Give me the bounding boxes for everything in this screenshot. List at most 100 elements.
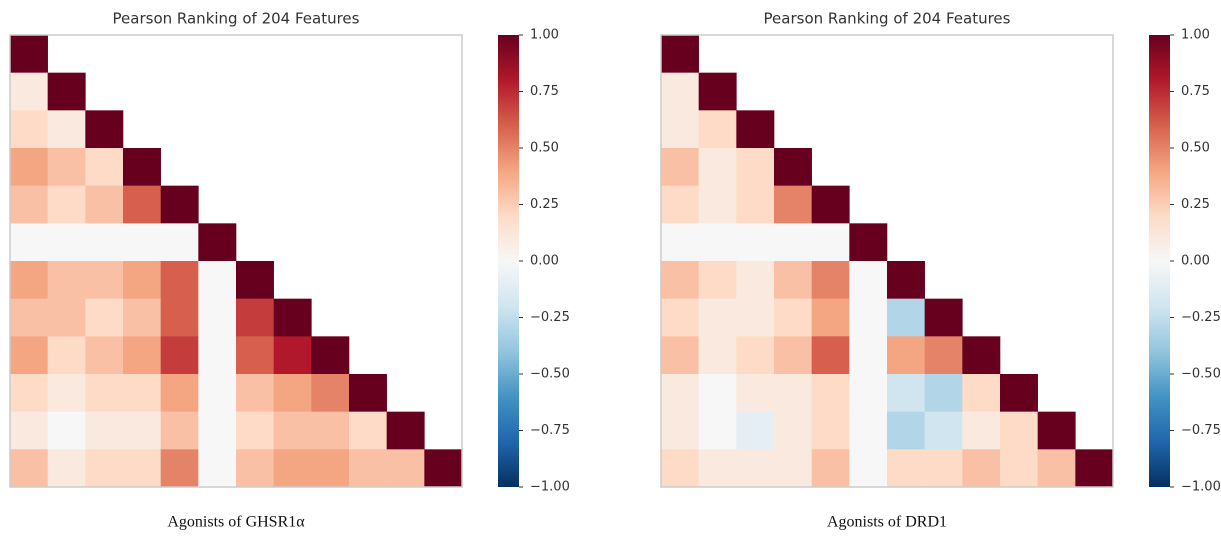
heatmap-cell [661, 261, 699, 299]
heatmap-cell [85, 374, 124, 412]
heatmap-cell [849, 261, 888, 299]
heatmap-cell [386, 411, 425, 450]
colorbar-tick-label: 1.00 [530, 28, 559, 43]
heatmap-cell [1037, 411, 1076, 450]
heatmap-cell [811, 223, 850, 262]
heatmap-cell [661, 223, 699, 262]
heatmap-cell [811, 449, 850, 488]
heatmap-cell [160, 185, 199, 224]
heatmap-cell [1037, 449, 1076, 488]
heatmap-cell [47, 298, 86, 337]
heatmap-cell [311, 449, 350, 488]
heatmap-cell [236, 411, 274, 450]
heatmap-cell [774, 336, 812, 375]
heatmap-cell [85, 298, 124, 337]
heatmap-cell [924, 411, 963, 450]
heatmap-cell [698, 223, 737, 262]
heatmap-cell [736, 336, 775, 375]
heatmap-cell [85, 261, 124, 299]
colorbar-tick-label: 0.75 [530, 84, 559, 99]
heatmap-cell [47, 411, 86, 450]
heatmap-cell [10, 336, 48, 375]
heatmap-cell [85, 148, 124, 186]
heatmap-cell [236, 449, 274, 488]
heatmap-cell [47, 223, 86, 262]
heatmap-cell [924, 298, 963, 337]
heatmap-cell [661, 449, 699, 488]
heatmap-cell [811, 374, 850, 412]
heatmap-cell [273, 411, 312, 450]
heatmap-cell [661, 72, 699, 111]
heatmap-cell [736, 261, 775, 299]
heatmap-cell [849, 374, 888, 412]
heatmap-cell [123, 411, 161, 450]
heatmap-cell [236, 374, 274, 412]
heatmap-cell [811, 411, 850, 450]
heatmap-cell [811, 336, 850, 375]
heatmap-cell [85, 336, 124, 375]
heatmap-cell [198, 298, 237, 337]
heatmap-cell [10, 110, 48, 149]
heatmap-cell [849, 298, 888, 337]
heatmap-cell [736, 185, 775, 224]
heatmap-cell [698, 374, 737, 412]
colorbar-tick-label: −0.75 [1181, 423, 1221, 438]
heatmap-cell [849, 336, 888, 375]
heatmap-cell [10, 72, 48, 111]
heatmap-cell [698, 148, 737, 186]
chart-title: Pearson Ranking of 204 Features [113, 10, 360, 28]
heatmap-cell [236, 298, 274, 337]
heatmap-cell [47, 148, 86, 186]
heatmap-cell [698, 185, 737, 224]
colorbar [1149, 35, 1170, 487]
heatmap-cell [47, 336, 86, 375]
heatmap-cell [887, 336, 925, 375]
heatmap-cell [774, 148, 812, 186]
heatmap-cell [774, 298, 812, 337]
heatmap-cell [198, 411, 237, 450]
colorbar-tick-label: −0.75 [530, 423, 570, 438]
heatmap-cell [774, 374, 812, 412]
heatmap-cell [160, 374, 199, 412]
heatmap-cell [10, 185, 48, 224]
heatmap-cell [962, 374, 1001, 412]
heatmap-cell [736, 110, 775, 149]
plot-frame [9, 34, 463, 488]
heatmap-cell [10, 411, 48, 450]
heatmap-cell [10, 449, 48, 488]
heatmap-cell [198, 374, 237, 412]
colorbar [498, 35, 519, 487]
heatmap-cell [160, 223, 199, 262]
heatmap-cell [962, 336, 1001, 375]
heatmap-cell [887, 298, 925, 337]
heatmap-cell [661, 411, 699, 450]
caption: Agonists of GHSR1α [167, 514, 305, 531]
heatmap-cell [198, 261, 237, 299]
heatmap-cell [273, 336, 312, 375]
heatmap-cell [10, 374, 48, 412]
heatmap-cell [47, 185, 86, 224]
colorbar-tick-label: −1.00 [1181, 480, 1221, 495]
colorbar-tick-label: 0.50 [530, 141, 559, 156]
heatmap-cell [887, 374, 925, 412]
plot-frame [660, 34, 1114, 488]
heatmap-cell [386, 449, 425, 488]
heatmap-cell [736, 374, 775, 412]
heatmap-cell [661, 35, 699, 73]
heatmap-cell [774, 223, 812, 262]
heatmap-cell [349, 449, 387, 488]
heatmap-cell [736, 223, 775, 262]
heatmap-cell [311, 411, 350, 450]
heatmap-cell [47, 449, 86, 488]
colorbar-tick-label: 0.25 [1181, 197, 1210, 212]
heatmap-cell [198, 336, 237, 375]
heatmap-cell [698, 411, 737, 450]
heatmap-cell [85, 223, 124, 262]
heatmap-cell [123, 298, 161, 337]
colorbar-tick-label: −0.25 [530, 310, 570, 325]
heatmap-cell [774, 411, 812, 450]
heatmap-cell [160, 336, 199, 375]
heatmap-cell [198, 449, 237, 488]
colorbar-tick-label: 0.75 [1181, 84, 1210, 99]
